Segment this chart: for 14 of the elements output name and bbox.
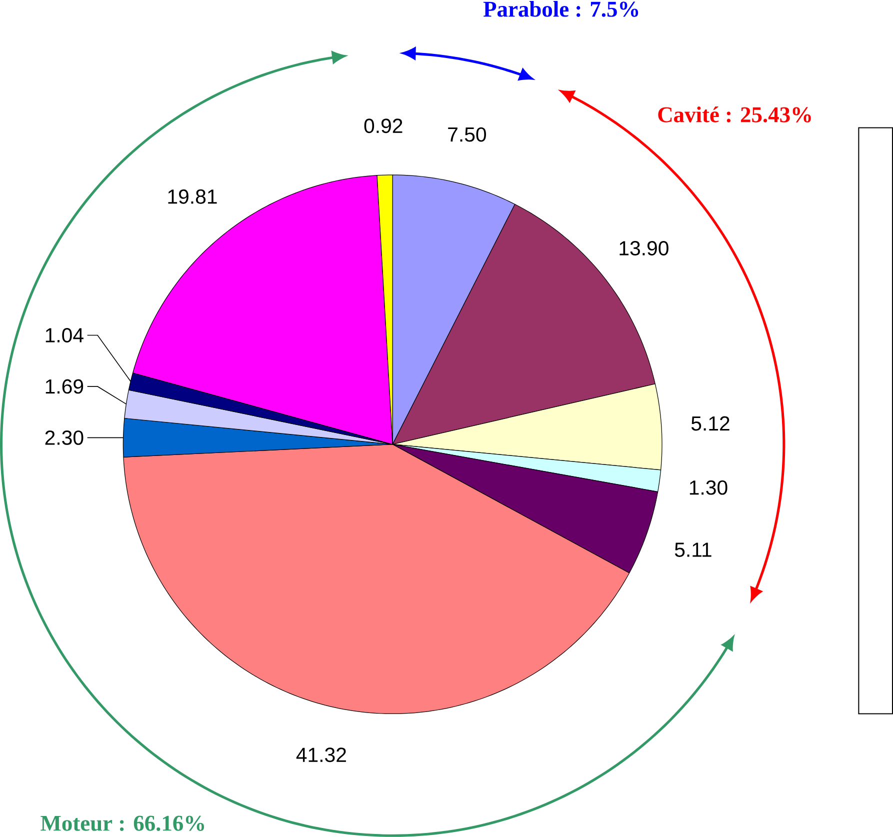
data-label: 7.50 [448,127,486,142]
data-label: 1.69 [46,379,84,394]
data-label: 1.30 [690,480,728,495]
data-label: 1.04 [46,328,84,342]
data-label: 2.30 [45,430,84,445]
data-label: 41.32 [296,748,346,762]
data-label: 19.81 [168,189,217,204]
data-label: 0.92 [364,118,402,134]
data-label: 13.90 [620,241,668,256]
data-label: 5.11 [674,542,712,557]
text: Parabole : 7.5% [483,1,638,17]
text: Moteur : 66.16% [40,816,204,832]
data-label: 5.12 [691,416,730,431]
text: Cavité : 25.43% [658,106,811,122]
